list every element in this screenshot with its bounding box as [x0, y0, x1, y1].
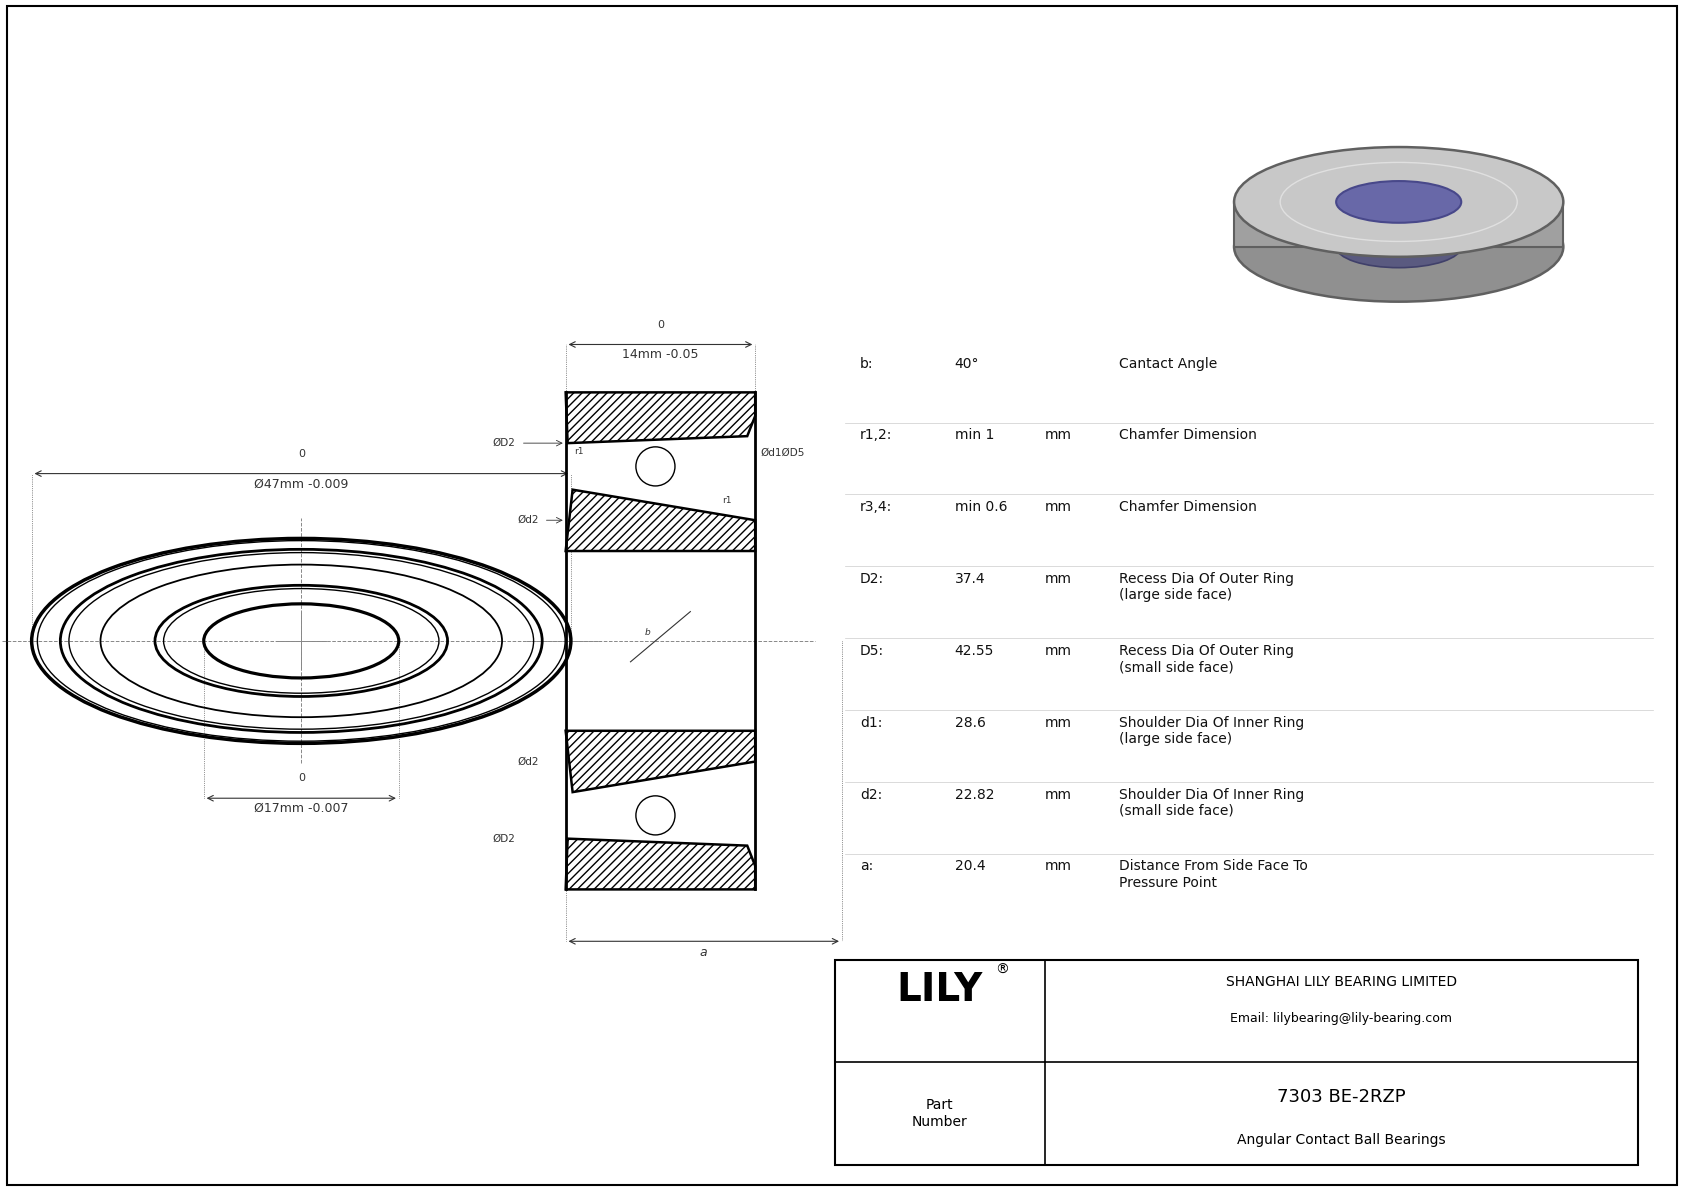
Text: mm: mm	[1044, 716, 1071, 730]
Text: r3,4:: r3,4:	[861, 500, 893, 515]
Text: mm: mm	[1044, 860, 1071, 873]
Text: a: a	[701, 947, 707, 959]
Text: Angular Contact Ball Bearings: Angular Contact Ball Bearings	[1238, 1133, 1445, 1147]
Text: r2: r2	[586, 398, 594, 407]
Text: mm: mm	[1044, 644, 1071, 657]
Text: SHANGHAI LILY BEARING LIMITED: SHANGHAI LILY BEARING LIMITED	[1226, 975, 1457, 989]
Text: Chamfer Dimension: Chamfer Dimension	[1120, 500, 1258, 515]
Polygon shape	[1335, 202, 1462, 247]
Text: mm: mm	[1044, 572, 1071, 586]
Text: 42.55: 42.55	[955, 644, 994, 657]
Polygon shape	[566, 392, 754, 443]
Text: Email: lilybearing@lily-bearing.com: Email: lilybearing@lily-bearing.com	[1231, 1011, 1452, 1024]
Text: Ø17mm -0.007: Ø17mm -0.007	[254, 803, 349, 815]
Polygon shape	[1234, 202, 1563, 247]
Text: mm: mm	[1044, 787, 1071, 802]
Text: r1: r1	[574, 447, 583, 456]
Text: min 0.6: min 0.6	[955, 500, 1007, 515]
Text: D5:: D5:	[861, 644, 884, 657]
Text: d2:: d2:	[861, 787, 882, 802]
Text: ®: ®	[995, 964, 1009, 977]
Polygon shape	[566, 838, 754, 890]
Text: LILY: LILY	[896, 971, 983, 1009]
Text: b:: b:	[861, 356, 874, 370]
Text: Shoulder Dia Of Inner Ring
(large side face): Shoulder Dia Of Inner Ring (large side f…	[1120, 716, 1305, 746]
Text: 0: 0	[657, 319, 663, 330]
Text: 22.82: 22.82	[955, 787, 994, 802]
Text: Recess Dia Of Outer Ring
(large side face): Recess Dia Of Outer Ring (large side fac…	[1120, 572, 1295, 603]
Text: Ø47mm -0.009: Ø47mm -0.009	[254, 478, 349, 491]
Text: mm: mm	[1044, 429, 1071, 442]
Text: 28.6: 28.6	[955, 716, 985, 730]
Circle shape	[637, 447, 675, 486]
Text: r1: r1	[722, 495, 733, 505]
Ellipse shape	[1335, 181, 1462, 223]
Ellipse shape	[1234, 192, 1563, 301]
Text: r3: r3	[741, 398, 749, 407]
Text: b: b	[645, 628, 650, 637]
Text: r2: r2	[731, 523, 739, 532]
Text: Recess Dia Of Outer Ring
(small side face): Recess Dia Of Outer Ring (small side fac…	[1120, 644, 1295, 674]
Text: Shoulder Dia Of Inner Ring
(small side face): Shoulder Dia Of Inner Ring (small side f…	[1120, 787, 1305, 818]
Circle shape	[637, 796, 675, 835]
Text: 0: 0	[298, 773, 305, 784]
Text: a:: a:	[861, 860, 874, 873]
Text: Part
Number: Part Number	[913, 1098, 968, 1129]
Text: 20.4: 20.4	[955, 860, 985, 873]
Bar	[835, 960, 1639, 1165]
Text: Distance From Side Face To
Pressure Point: Distance From Side Face To Pressure Poin…	[1120, 860, 1308, 890]
Text: ØD2: ØD2	[493, 834, 515, 843]
Polygon shape	[566, 490, 754, 551]
Text: r1: r1	[574, 398, 583, 407]
Text: r2: r2	[586, 431, 594, 441]
Text: r4: r4	[719, 398, 727, 407]
Text: 0: 0	[298, 449, 305, 459]
Text: 7303 BE-2RZP: 7303 BE-2RZP	[1276, 1089, 1406, 1106]
Text: D2:: D2:	[861, 572, 884, 586]
Text: 40°: 40°	[955, 356, 978, 370]
Text: 37.4: 37.4	[955, 572, 985, 586]
Text: d1:: d1:	[861, 716, 882, 730]
Text: Ød1ØD5: Ød1ØD5	[759, 448, 805, 457]
Text: min 1: min 1	[955, 429, 994, 442]
Text: Ød2: Ød2	[517, 756, 539, 767]
Text: r1,2:: r1,2:	[861, 429, 893, 442]
Text: mm: mm	[1044, 500, 1071, 515]
Text: Chamfer Dimension: Chamfer Dimension	[1120, 429, 1258, 442]
Text: Ød2: Ød2	[517, 516, 539, 525]
Polygon shape	[566, 731, 754, 792]
Ellipse shape	[1234, 146, 1563, 257]
Text: Cantact Angle: Cantact Angle	[1120, 356, 1218, 370]
Text: 14mm -0.05: 14mm -0.05	[621, 349, 699, 362]
Text: ØD2: ØD2	[493, 438, 515, 448]
Ellipse shape	[1335, 226, 1462, 268]
